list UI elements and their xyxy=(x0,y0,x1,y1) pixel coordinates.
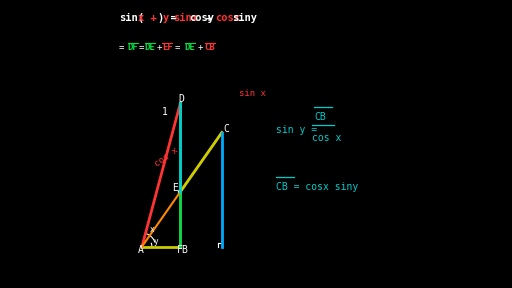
Text: siny: siny xyxy=(232,13,257,23)
Text: sin y =: sin y = xyxy=(276,125,317,134)
Text: DE: DE xyxy=(185,43,196,52)
Text: C: C xyxy=(223,124,229,134)
Text: D: D xyxy=(179,94,184,104)
Text: F: F xyxy=(177,245,183,255)
Text: +: + xyxy=(206,13,212,23)
Text: x + y: x + y xyxy=(138,13,169,23)
Text: ) =: ) = xyxy=(158,13,176,23)
Text: E: E xyxy=(172,183,178,193)
Text: A: A xyxy=(138,245,144,255)
Text: CB: CB xyxy=(205,43,216,52)
Text: DE: DE xyxy=(145,43,156,52)
Text: +: + xyxy=(198,43,203,52)
Text: =: = xyxy=(119,43,124,52)
Text: sin x: sin x xyxy=(239,88,266,98)
Text: sin(: sin( xyxy=(119,13,144,23)
Text: cos x: cos x xyxy=(312,133,342,143)
Text: B: B xyxy=(181,245,187,255)
Text: sinx: sinx xyxy=(173,13,198,23)
Text: CB: CB xyxy=(314,112,326,122)
Text: DF: DF xyxy=(127,43,138,52)
Text: y: y xyxy=(154,237,158,246)
Text: +: + xyxy=(156,43,162,52)
Text: EF: EF xyxy=(162,43,173,52)
Text: cosy: cosy xyxy=(189,13,214,23)
Text: CB = cosx siny: CB = cosx siny xyxy=(276,182,358,192)
Text: cosx: cosx xyxy=(215,13,240,23)
Text: 1: 1 xyxy=(162,107,168,118)
Text: =: = xyxy=(139,43,144,52)
Text: cos x: cos x xyxy=(153,146,180,169)
Text: =: = xyxy=(175,43,180,52)
Text: x: x xyxy=(150,225,154,234)
